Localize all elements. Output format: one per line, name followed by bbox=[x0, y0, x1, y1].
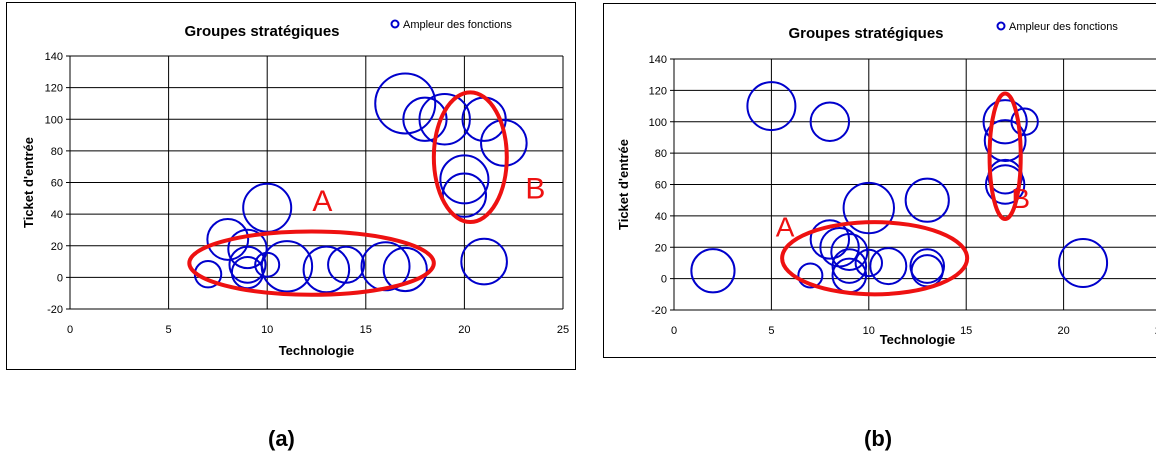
group-ellipse-a bbox=[187, 229, 436, 297]
bubble bbox=[260, 240, 314, 293]
bubble bbox=[809, 101, 851, 142]
bubble bbox=[418, 93, 471, 146]
bubble bbox=[302, 245, 351, 294]
bubble bbox=[842, 181, 895, 235]
legend-label: Ampleur des fonctions bbox=[403, 19, 512, 31]
y-tick-label: 100 bbox=[649, 117, 667, 129]
group-ellipse-a bbox=[780, 220, 970, 297]
bubble bbox=[374, 72, 437, 135]
y-tick-label: 100 bbox=[45, 114, 63, 126]
x-tick-label: 5 bbox=[166, 324, 172, 336]
y-axis-label: Ticket d'entrée bbox=[616, 139, 631, 230]
y-tick-label: -20 bbox=[47, 304, 63, 316]
y-tick-label: 140 bbox=[45, 51, 63, 63]
legend-label: Ampleur des fonctions bbox=[1009, 21, 1118, 33]
chart-panel-b: Groupes stratégiques Ampleur des fonction… bbox=[603, 3, 1156, 358]
x-tick-label: 10 bbox=[261, 324, 273, 336]
bubble bbox=[809, 219, 851, 260]
y-tick-label: 20 bbox=[655, 242, 667, 254]
group-label-a: A bbox=[776, 211, 795, 242]
bubble bbox=[690, 248, 736, 294]
x-tick-label: 20 bbox=[1057, 325, 1069, 337]
bubble bbox=[984, 164, 1026, 205]
y-tick-label: 140 bbox=[649, 54, 667, 66]
group-ellipse-b bbox=[431, 90, 509, 225]
bubble bbox=[830, 232, 869, 271]
y-tick-label: 80 bbox=[51, 146, 63, 158]
bubble bbox=[797, 262, 824, 289]
x-axis-label: Technologie bbox=[279, 343, 355, 358]
bubble bbox=[402, 96, 448, 142]
y-tick-label: 40 bbox=[51, 209, 63, 221]
bubble bbox=[1010, 107, 1039, 136]
group-label-b: B bbox=[525, 172, 545, 205]
y-tick-label: 60 bbox=[655, 180, 667, 192]
bubble bbox=[460, 237, 508, 286]
x-tick-label: 25 bbox=[1155, 325, 1156, 337]
x-tick-label: 15 bbox=[960, 325, 972, 337]
x-tick-label: 25 bbox=[557, 324, 569, 336]
y-tick-label: 40 bbox=[655, 211, 667, 223]
chart-panel-a: Groupes stratégiques Ampleur des fonction… bbox=[6, 2, 576, 370]
bubble bbox=[227, 228, 268, 270]
bubble bbox=[983, 119, 1027, 162]
panel-label-b: (b) bbox=[864, 426, 893, 451]
x-tick-label: 15 bbox=[360, 324, 372, 336]
bubble bbox=[982, 99, 1028, 145]
bubbles-group bbox=[690, 81, 1109, 294]
x-tick-label: 0 bbox=[671, 325, 677, 337]
bubble bbox=[869, 247, 908, 286]
chart-title: Groupes stratégiques bbox=[184, 23, 339, 40]
x-tick-label: 0 bbox=[67, 324, 73, 336]
x-tick-label: 10 bbox=[863, 325, 875, 337]
y-tick-label: 80 bbox=[655, 148, 667, 160]
y-axis-label: Ticket d'entrée bbox=[21, 137, 36, 228]
group-ellipse-b bbox=[987, 91, 1023, 222]
y-tick-label: 0 bbox=[661, 274, 667, 286]
y-tick-label: 120 bbox=[649, 85, 667, 97]
bubble bbox=[327, 245, 366, 284]
y-tick-label: 20 bbox=[51, 241, 63, 253]
legend-marker bbox=[996, 21, 1006, 31]
chart-title: Groupes stratégiques bbox=[788, 25, 943, 42]
bubble bbox=[909, 248, 946, 284]
y-tick-label: -20 bbox=[651, 305, 667, 317]
bubble bbox=[904, 177, 950, 223]
bubble bbox=[480, 119, 528, 167]
bubble bbox=[910, 254, 944, 288]
y-tick-label: 60 bbox=[51, 178, 63, 190]
bubble bbox=[228, 245, 267, 284]
bubble bbox=[854, 248, 883, 278]
group-label-b: B bbox=[1011, 183, 1030, 214]
chart-svg-a: Groupes stratégiques Ampleur des fonction… bbox=[21, 19, 569, 358]
bubble bbox=[746, 81, 797, 132]
panel-label-a: (a) bbox=[268, 426, 295, 451]
x-axis-label: Technologie bbox=[880, 332, 956, 347]
bubble bbox=[254, 251, 281, 278]
chart-svg-b: Groupes stratégiques Ampleur des fonction… bbox=[616, 21, 1156, 347]
x-tick-label: 20 bbox=[458, 324, 470, 336]
group-label-a: A bbox=[312, 185, 332, 218]
y-tick-label: 0 bbox=[57, 272, 63, 284]
y-tick-label: 120 bbox=[45, 83, 63, 95]
bubble bbox=[1058, 237, 1109, 288]
x-tick-label: 5 bbox=[768, 325, 774, 337]
bubble bbox=[206, 218, 250, 261]
legend-marker bbox=[390, 19, 400, 29]
bubble bbox=[831, 248, 868, 284]
bubble bbox=[382, 246, 428, 293]
bubble bbox=[439, 154, 490, 205]
